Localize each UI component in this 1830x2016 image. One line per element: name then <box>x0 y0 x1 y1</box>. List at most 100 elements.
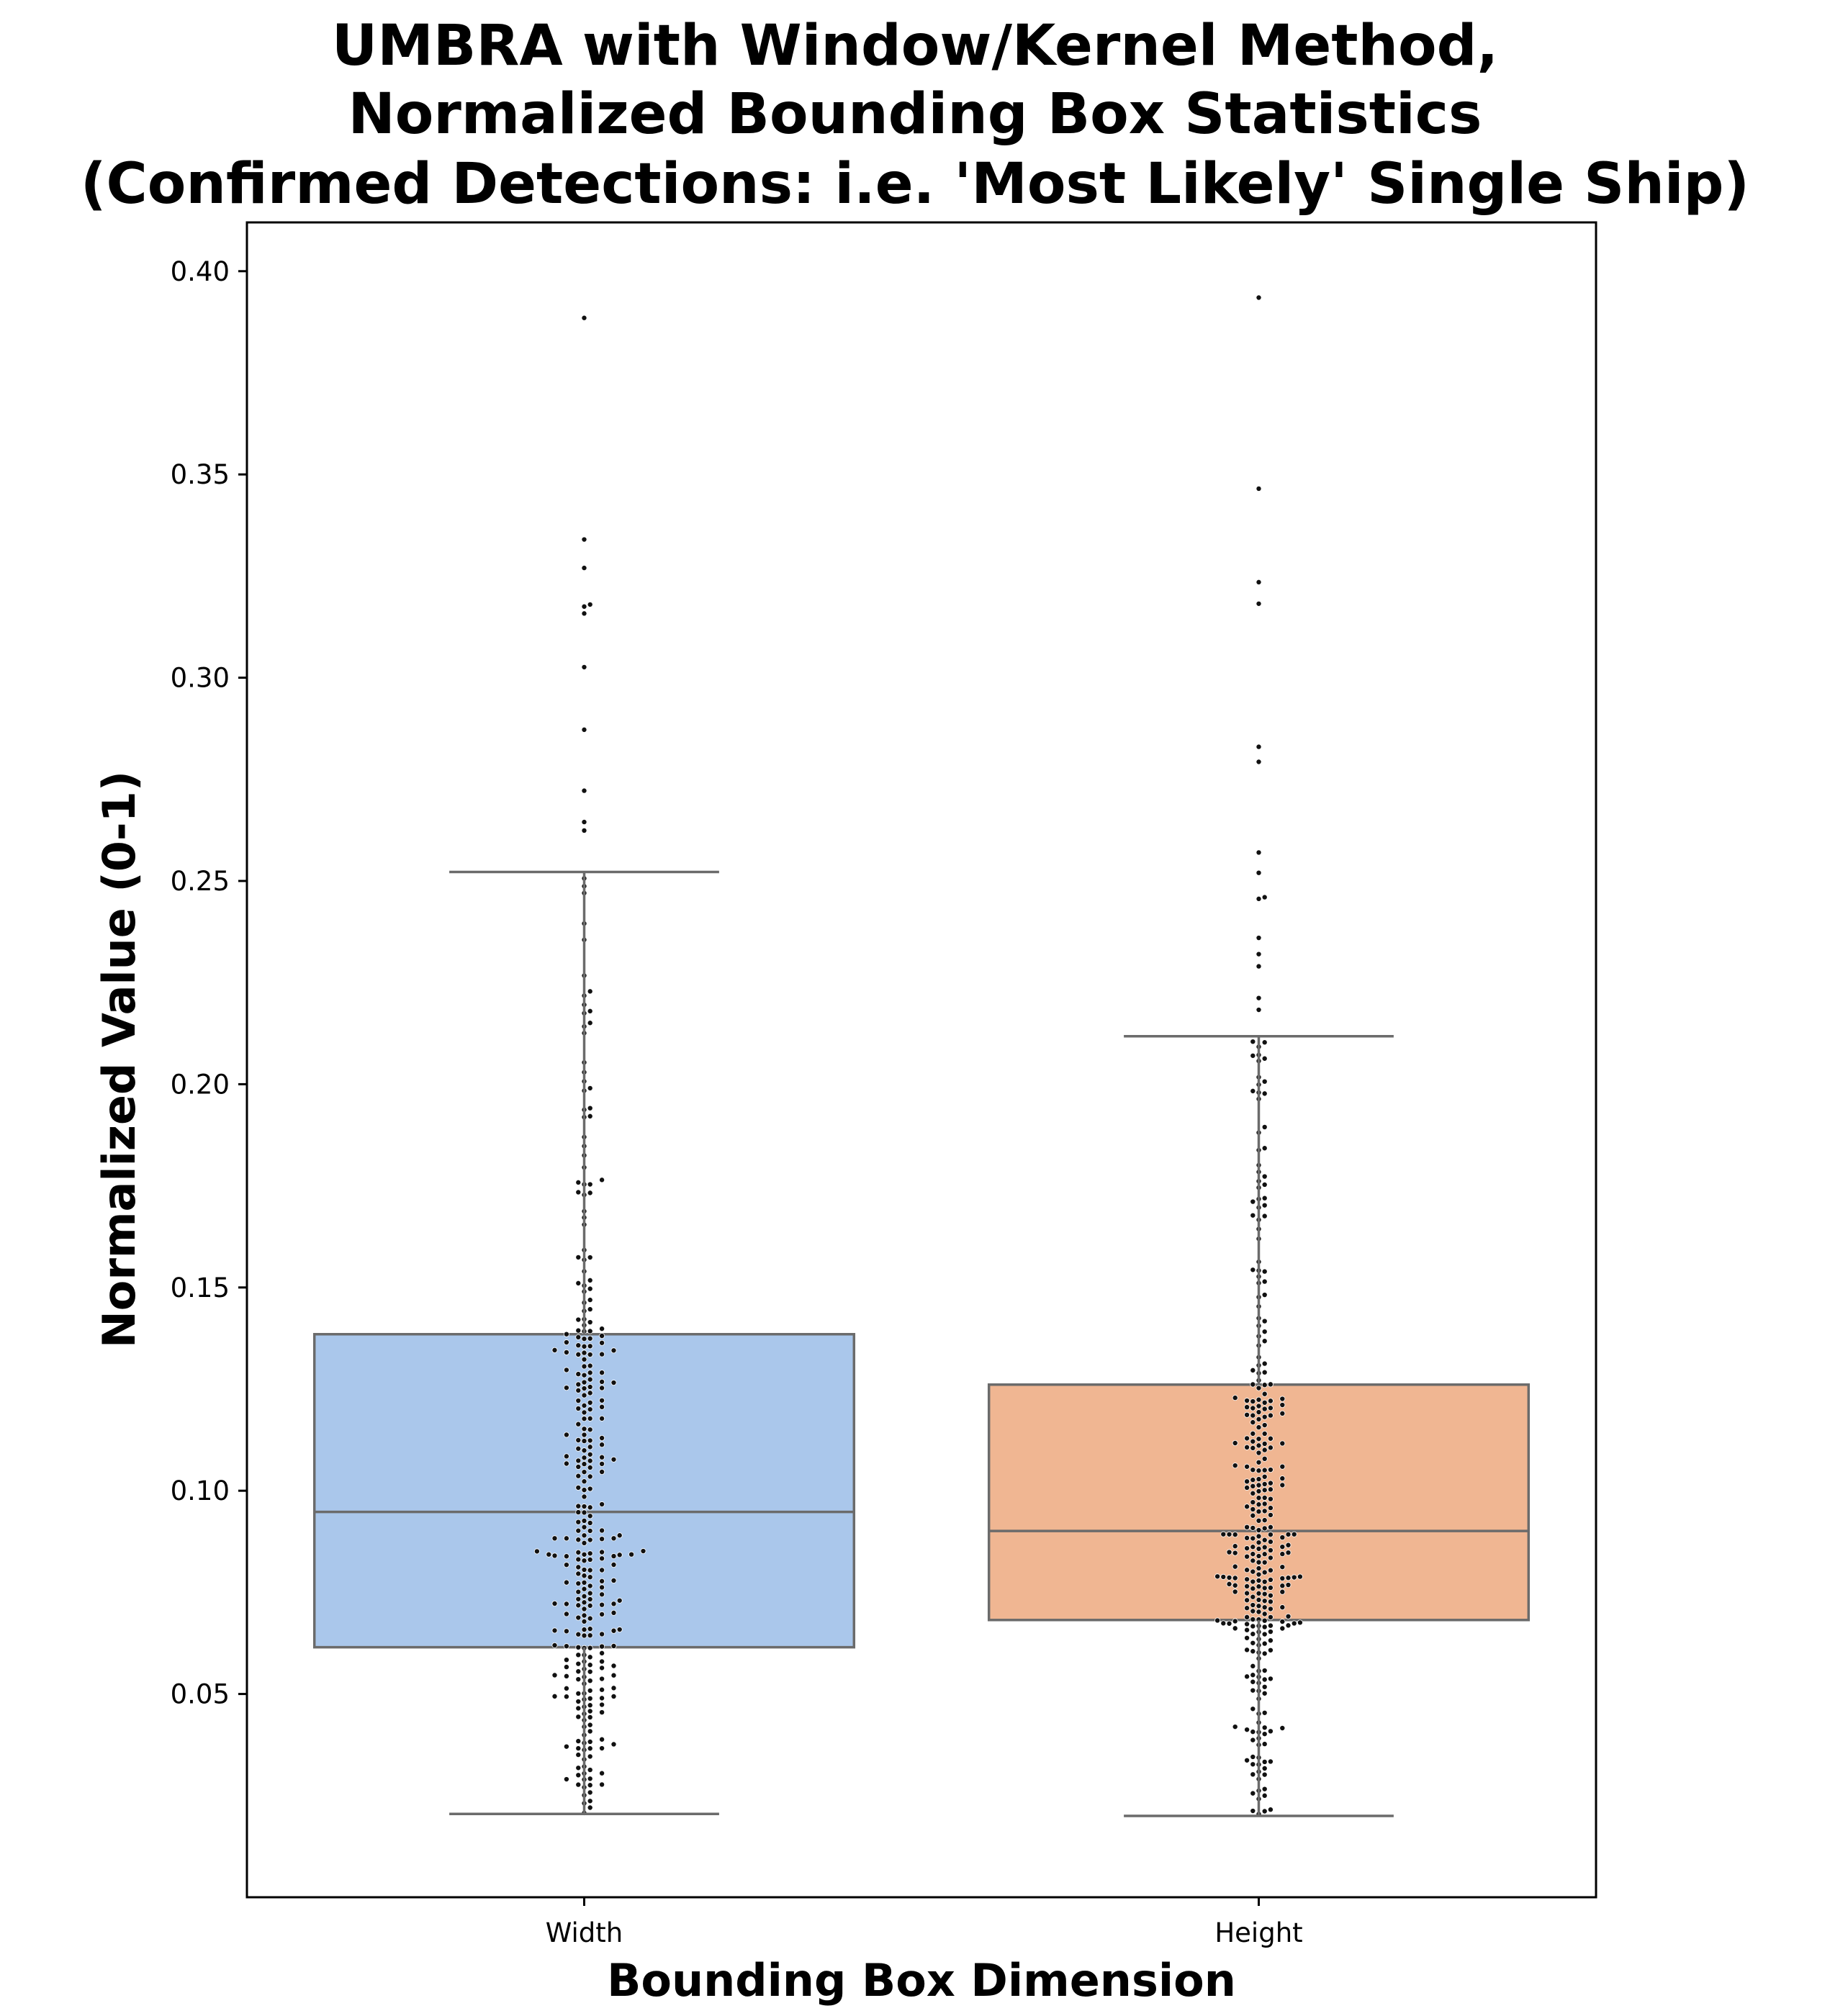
width-swarm-point <box>563 1628 569 1635</box>
height-swarm-point <box>1261 1690 1268 1696</box>
height-swarm-point <box>1256 1583 1262 1590</box>
height-swarm-point <box>1256 1403 1262 1409</box>
width-swarm-point <box>581 1392 587 1398</box>
height-swarm-point <box>1261 1766 1268 1772</box>
width-swarm-point <box>587 1632 593 1639</box>
width-swarm-point <box>581 1409 587 1416</box>
height-swarm-point <box>1250 1771 1256 1778</box>
width-swarm-point <box>616 1532 623 1539</box>
height-swarm-point <box>1279 1482 1286 1488</box>
height-swarm-point <box>1244 1504 1250 1510</box>
height-swarm-point <box>1261 1414 1268 1420</box>
width-swarm-point <box>587 1399 593 1406</box>
width-swarm-point <box>599 1555 605 1562</box>
height-swarm-point <box>1279 1463 1286 1470</box>
height-swarm-point <box>1256 1603 1262 1609</box>
width-swarm-point <box>587 1406 593 1413</box>
width-swarm-point <box>563 1453 569 1460</box>
width-swarm-point <box>610 1347 617 1354</box>
height-swarm-point <box>1232 1563 1238 1570</box>
width-swarm-point <box>640 1548 646 1555</box>
height-swarm-point <box>1261 1604 1268 1611</box>
height-swarm-point <box>1279 1604 1286 1611</box>
width-swarm-point <box>551 1627 558 1634</box>
width-swarm-point <box>575 1714 582 1720</box>
width-swarm-point <box>599 1745 605 1752</box>
height-swarm-point <box>1256 1495 1262 1501</box>
width-swarm-point <box>587 1464 593 1470</box>
width-swarm-point <box>587 1590 593 1596</box>
height-swarm-point <box>1214 1617 1221 1624</box>
height-swarm-point <box>1244 1484 1250 1491</box>
width-swarm-point <box>581 1356 587 1362</box>
width-swarm-point <box>581 1612 587 1619</box>
width-swarm-point <box>587 1645 593 1651</box>
width-swarm-point <box>575 1387 582 1393</box>
width-swarm-point <box>581 610 587 617</box>
width-swarm-point <box>599 1177 605 1183</box>
height-swarm-point <box>1267 1647 1274 1653</box>
width-swarm-point <box>587 1427 593 1433</box>
width-swarm-point <box>563 1673 569 1679</box>
height-swarm-point <box>1267 1412 1274 1419</box>
plot-area-frame <box>245 221 1597 1899</box>
width-swarm-point <box>599 1460 605 1467</box>
height-swarm-point <box>1261 1525 1268 1532</box>
height-swarm-point <box>1232 1543 1238 1550</box>
height-swarm-point <box>1244 1673 1250 1680</box>
height-swarm-point <box>1267 1480 1274 1486</box>
height-swarm-point <box>1261 1758 1268 1765</box>
height-swarm-point <box>1297 1573 1303 1580</box>
width-swarm-point <box>575 1668 582 1675</box>
height-swarm-point <box>1261 1683 1268 1690</box>
height-swarm-point <box>1244 1553 1250 1560</box>
x-axis-ticks: Width Height <box>546 1897 1303 1948</box>
width-swarm-point <box>587 1513 593 1519</box>
height-swarm-point <box>1267 1592 1274 1599</box>
width-swarm-point <box>587 1504 593 1511</box>
width-swarm-point <box>587 1776 593 1782</box>
height-swarm-point <box>1261 1487 1268 1493</box>
height-swarm-point <box>1256 1385 1262 1391</box>
y-tick-label: 0.40 <box>171 256 230 287</box>
width-swarm-point <box>575 1602 582 1609</box>
height-swarm-point <box>1250 1808 1256 1814</box>
width-swarm-point <box>575 1644 582 1650</box>
height-swarm-point <box>1244 1583 1250 1589</box>
height-swarm-point <box>1261 1181 1268 1188</box>
width-swarm-point <box>563 1776 569 1783</box>
height-swarm-point <box>1267 1614 1274 1620</box>
width-swarm-point <box>587 1722 593 1728</box>
height-swarm-point <box>1261 1360 1268 1367</box>
width-swarm-point <box>599 1339 605 1346</box>
height-swarm-point <box>1279 1410 1286 1416</box>
width-swarm-point <box>575 1189 582 1195</box>
height-swarm-point <box>1250 1687 1256 1694</box>
height-swarm-point <box>1244 1727 1250 1733</box>
width-swarm-point <box>587 1596 593 1602</box>
width-swarm-point <box>599 1676 605 1682</box>
width-swarm-point <box>575 1463 582 1470</box>
height-swarm-point <box>1279 1564 1286 1570</box>
height-swarm-point <box>1291 1531 1297 1537</box>
width-swarm-point <box>599 1501 605 1508</box>
width-swarm-point <box>575 1588 582 1595</box>
height-swarm-point <box>1261 1447 1268 1453</box>
width-swarm-point <box>587 1708 593 1714</box>
height-swarm-point <box>1256 1468 1262 1474</box>
width-swarm-point <box>575 1596 582 1602</box>
width-swarm-point <box>551 1535 558 1542</box>
height-swarm-point <box>1250 1663 1256 1669</box>
width-swarm-point <box>551 1552 558 1559</box>
height-swarm-point <box>1261 894 1268 900</box>
height-swarm-point <box>1261 1455 1268 1462</box>
width-swarm-point <box>587 1376 593 1383</box>
height-swarm-point <box>1244 1444 1250 1450</box>
width-swarm-point <box>581 1632 587 1639</box>
width-swarm-point <box>563 1331 569 1337</box>
height-swarm-point <box>1250 1512 1256 1519</box>
width-swarm-point <box>575 1503 582 1509</box>
height-swarm-point <box>1244 1478 1250 1485</box>
height-swarm-point <box>1232 1588 1238 1595</box>
height-swarm-point <box>1250 1398 1256 1405</box>
